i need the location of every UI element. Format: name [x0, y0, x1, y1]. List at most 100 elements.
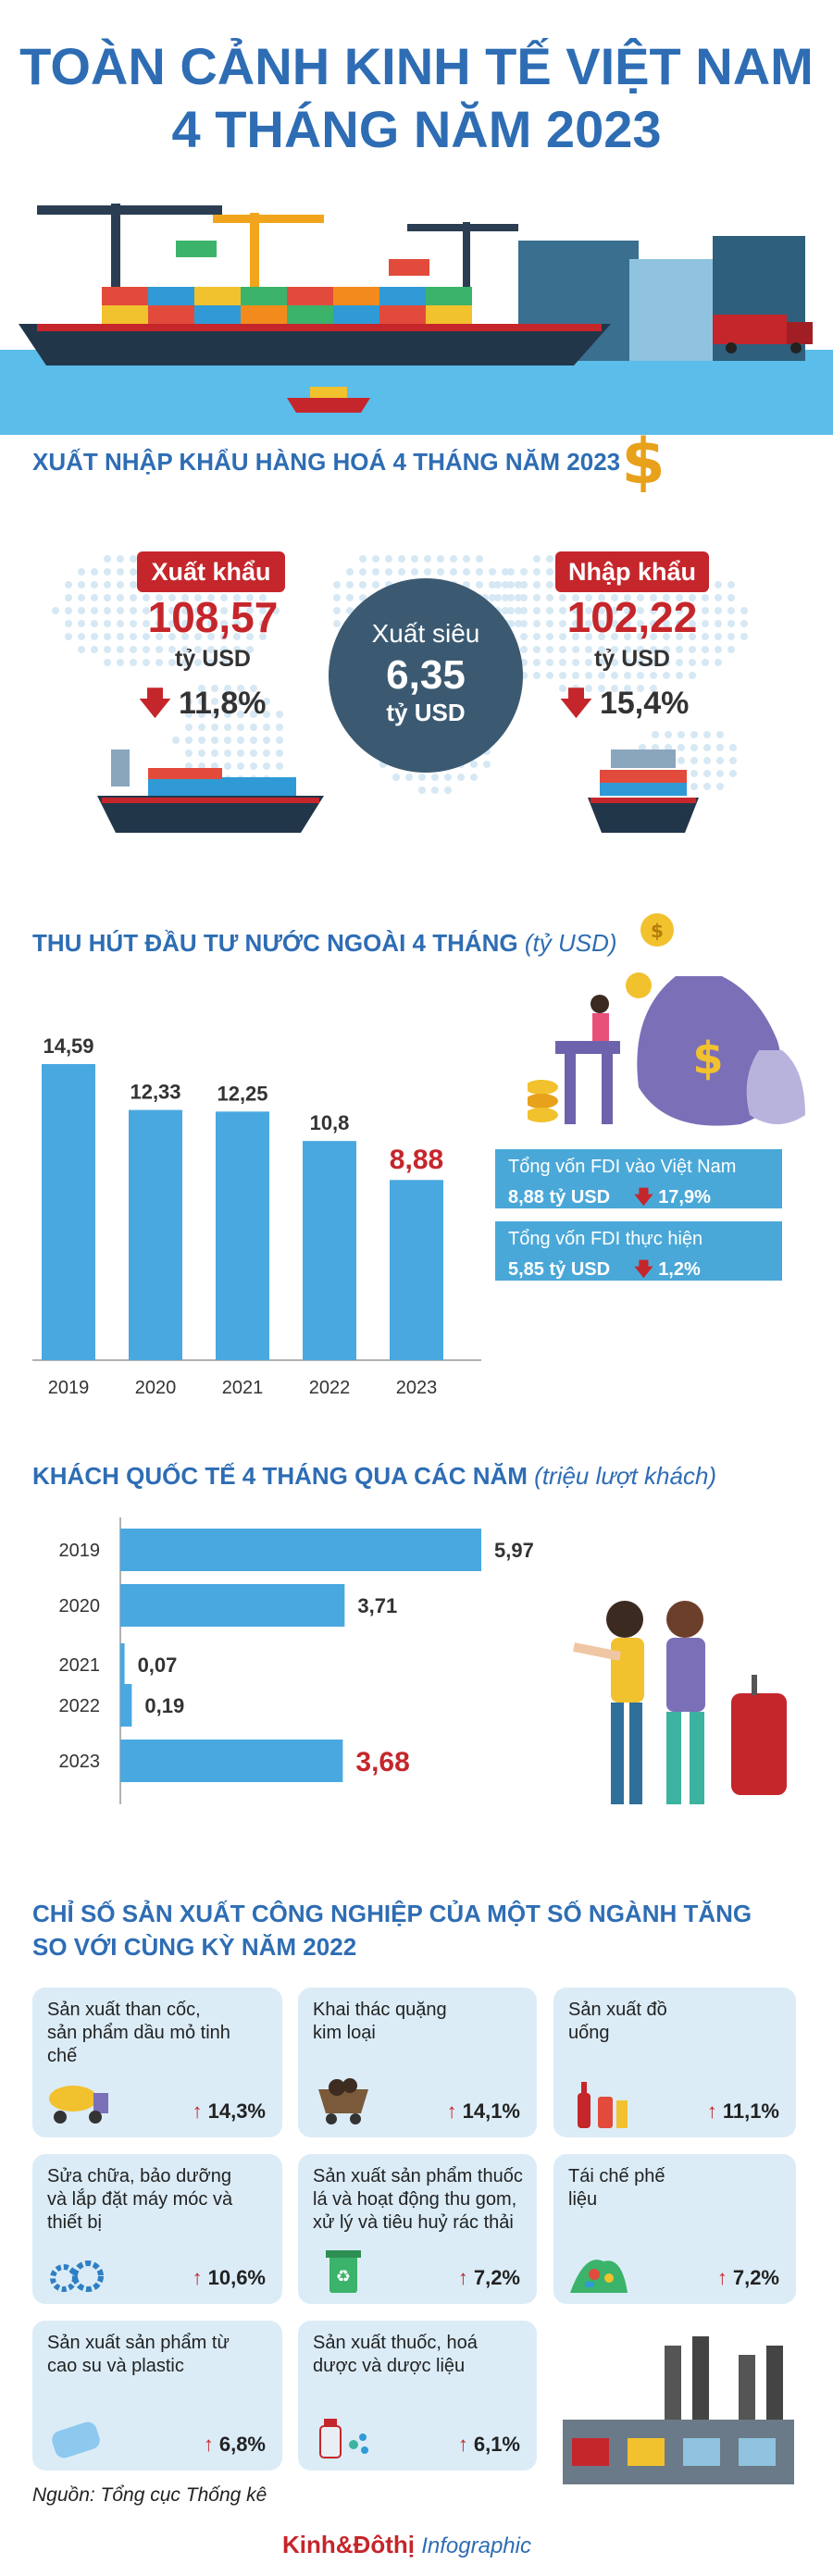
industry-card: Sản xuất than cốc, sản phẩm dầu mỏ tinh … [32, 1988, 282, 2137]
fdi-heading-text: THU HÚT ĐẦU TƯ NƯỚC NGOÀI 4 THÁNG [32, 929, 518, 957]
visitors-bar [120, 1529, 481, 1571]
fdi-year-label: 2023 [396, 1378, 438, 1398]
import-change: 🡇 15,4% [560, 681, 689, 734]
source-note: Nguồn: Tổng cục Thống kê [32, 2484, 267, 2506]
svg-text:$: $ [692, 1033, 723, 1084]
visitors-heading: KHÁCH QUỐC TẾ 4 THÁNG QUA CÁC NĂM (triệu… [32, 1462, 716, 1491]
import-value: 102,22 [566, 593, 698, 641]
tanker-truck-icon [49, 2086, 108, 2124]
medicine-icon [319, 2419, 368, 2458]
surplus-value: 6,35 [386, 652, 466, 698]
visitors-bar-label: 3,71 [357, 1594, 397, 1617]
industry-card-value: ↑ 7,2% [458, 2266, 520, 2289]
industry-card-label: Sửa chữa, bảo dưỡng và lắp đặt máy móc v… [47, 2166, 233, 2233]
travelers-icon [573, 1601, 787, 1804]
industry-card-value: ↑ 11,1% [707, 2099, 779, 2123]
fdi-bar-label: 10,8 [310, 1111, 350, 1134]
trade-heading: XUẤT NHẬP KHẨU HÀNG HOÁ 4 THÁNG NĂM 2023 [32, 448, 621, 476]
svg-text:$: $ [651, 920, 664, 942]
industry-heading-line-1: CHỈ SỐ SẢN XUẤT CÔNG NGHIỆP CỦA MỘT SỐ N… [32, 1900, 752, 1927]
fdi-disbursed-change: 1,2% [658, 1259, 701, 1280]
visitors-bar-label: 0,07 [138, 1653, 178, 1677]
visitors-year-label: 2022 [59, 1696, 101, 1716]
gears-icon [50, 2260, 104, 2292]
recycle-bin-icon: ♻ [326, 2250, 361, 2293]
investment-money-bag-icon: $ $ [528, 913, 805, 1126]
industry-card-label: Tái chế phế liệu [568, 2166, 665, 2210]
visitors-bar [120, 1643, 125, 1686]
drinks-icon [578, 2082, 628, 2128]
arrow-up-icon: ↑ [457, 2433, 468, 2456]
visitors-bar-chart: 2019 5,97 2020 3,71 2021 0,07 2022 0,19 2023 3,68 [59, 1517, 534, 1804]
export-change-value: 11,8% [178, 686, 267, 721]
title-line-1: TOÀN CẢNH KINH TẾ VIỆT NAM [19, 37, 814, 95]
fdi-registered-change: 17,9% [658, 1187, 711, 1208]
title-line-2: 4 THÁNG NĂM 2023 [171, 100, 662, 158]
visitors-year-label: 2019 [59, 1541, 101, 1561]
industry-card: Sửa chữa, bảo dưỡng và lắp đặt máy móc v… [32, 2154, 282, 2304]
export-value: 108,57 [147, 593, 279, 641]
industry-card: Sản xuất đồ uống ↑ 11,1% [553, 1988, 796, 2137]
arrow-up-icon: ↑ [716, 2266, 727, 2289]
industry-card-label: Khai thác quặng kim loại [313, 2000, 447, 2043]
visitors-bar [120, 1740, 343, 1782]
fdi-bar-label: 8,88 [390, 1145, 443, 1175]
fdi-registered-value: 8,88 tỷ USD [508, 1187, 611, 1208]
harbor-illustration [0, 204, 833, 435]
industry-card-value: ↑ 7,2% [717, 2266, 779, 2289]
brand-name-1: Kinh [282, 2531, 336, 2558]
svg-text:$: $ [621, 427, 665, 494]
industry-card-label: Sản xuất sản phẩm từ cao su và plastic [47, 2333, 230, 2376]
surplus-circle: Xuất siêu 6,35 tỷ USD [329, 578, 523, 773]
surplus-label: Xuất siêu [371, 619, 480, 648]
industry-card-value-text: 14,3% [207, 2099, 266, 2123]
visitors-bar [120, 1584, 345, 1627]
arrow-up-icon: ↑ [192, 2266, 203, 2289]
industry-card: Tái chế phế liệu ↑ 7,2% [553, 2154, 796, 2304]
import-label: Nhập khẩu [555, 551, 709, 592]
fdi-bar-label: 12,25 [217, 1082, 267, 1105]
fdi-heading: THU HÚT ĐẦU TƯ NƯỚC NGOÀI 4 THÁNG (tỷ US… [32, 929, 617, 958]
industry-card: Sản xuất sản phẩm từ cao su và plastic ↑… [32, 2321, 282, 2471]
scrap-pile-icon [570, 2260, 628, 2293]
industry-card-value-text: 7,2% [473, 2266, 520, 2289]
fdi-registered-label: Tổng vốn FDI vào Việt Nam [508, 1157, 737, 1177]
brand-amp: & [335, 2531, 354, 2558]
industry-card-value: ↑ 14,1% [447, 2099, 520, 2123]
industry-card-value: ↑ 6,1% [458, 2433, 520, 2456]
industry-card-value-text: 6,1% [473, 2433, 520, 2456]
fdi-bar-label: 12,33 [130, 1081, 180, 1104]
import-unit: tỷ USD [594, 646, 670, 672]
industry-card-value-text: 11,1% [722, 2099, 779, 2123]
arrow-down-icon: 🡇 [634, 1187, 653, 1208]
fdi-year-label: 2019 [48, 1378, 90, 1398]
industry-card-label: Sản xuất đồ uống [568, 2000, 667, 2043]
fdi-bar [303, 1141, 356, 1360]
industry-card: Sản xuất sản phẩm thuốc lá và hoạt động … [298, 2154, 537, 2304]
visitors-bar-label: 3,68 [355, 1747, 409, 1777]
rubber-icon [52, 2421, 100, 2458]
visitors-bar-label: 0,19 [144, 1694, 184, 1717]
industry-card-label: Sản xuất thuốc, hoá dược và dược liệu [313, 2333, 478, 2376]
import-ship-icon [588, 749, 699, 833]
arrow-down-icon: 🡇 [634, 1259, 653, 1280]
export-change: 🡇 11,8% [139, 681, 266, 734]
fdi-year-label: 2022 [309, 1378, 351, 1398]
arrow-up-icon: ↑ [457, 2266, 468, 2289]
industry-card: Khai thác quặng kim loại ↑ 14,1% [298, 1988, 537, 2137]
fdi-bar-chart: 14,59 2019 12,33 2020 12,25 2021 10,8 2022 8,88 2… [32, 1034, 481, 1398]
industry-card-value-text: 7,2% [732, 2266, 779, 2289]
fdi-heading-unit: (tỷ USD) [524, 929, 617, 957]
arrow-up-icon: ↑ [192, 2099, 203, 2123]
mine-cart-icon [318, 2078, 368, 2124]
export-ship-icon [97, 749, 324, 833]
visitors-heading-text: KHÁCH QUỐC TẾ 4 THÁNG QUA CÁC NĂM [32, 1462, 528, 1490]
industry-heading-line-2: SO VỚI CÙNG KỲ NĂM 2022 [32, 1933, 357, 1961]
fdi-disbursed-value: 5,85 tỷ USD [508, 1259, 611, 1280]
brand-name-2: Đô [353, 2531, 386, 2558]
fdi-disbursed-box: Tổng vốn FDI thực hiện 5,85 tỷ USD 🡇 1,2% [495, 1221, 782, 1281]
page-title: TOÀN CẢNH KINH TẾ VIỆT NAM 4 THÁNG NĂM 2… [0, 35, 833, 161]
fdi-bar [129, 1109, 182, 1360]
dollar-coin-icon: $ [621, 427, 665, 494]
industry-card-value-text: 6,8% [218, 2433, 266, 2456]
